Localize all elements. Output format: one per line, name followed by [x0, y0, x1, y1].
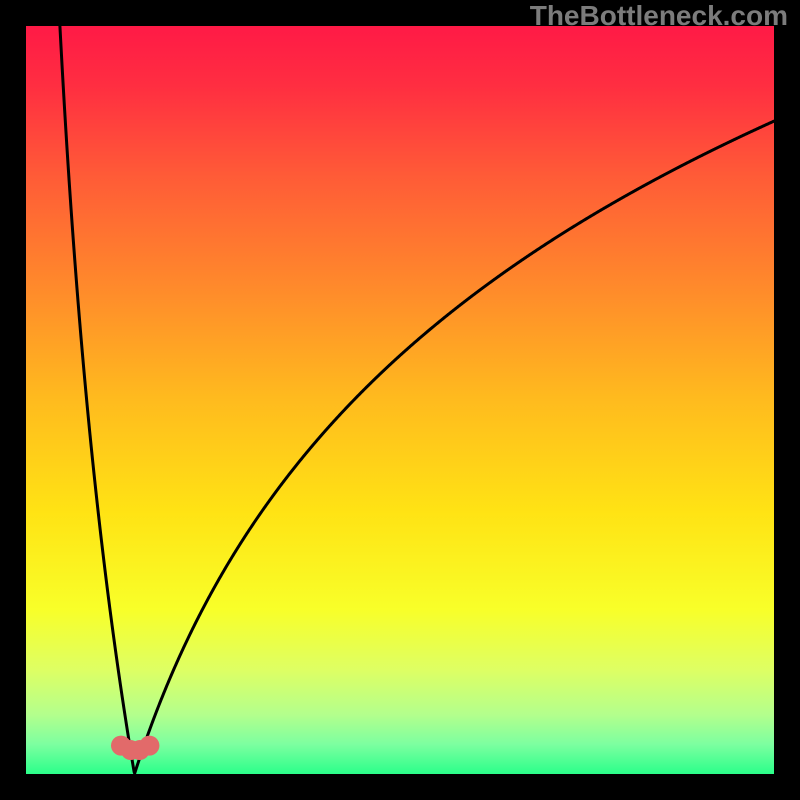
watermark-text: TheBottleneck.com [530, 0, 788, 32]
dip-marker-dot [139, 736, 159, 756]
plot-background [26, 26, 774, 774]
chart-container: TheBottleneck.com [0, 0, 800, 800]
chart-svg [0, 0, 800, 800]
